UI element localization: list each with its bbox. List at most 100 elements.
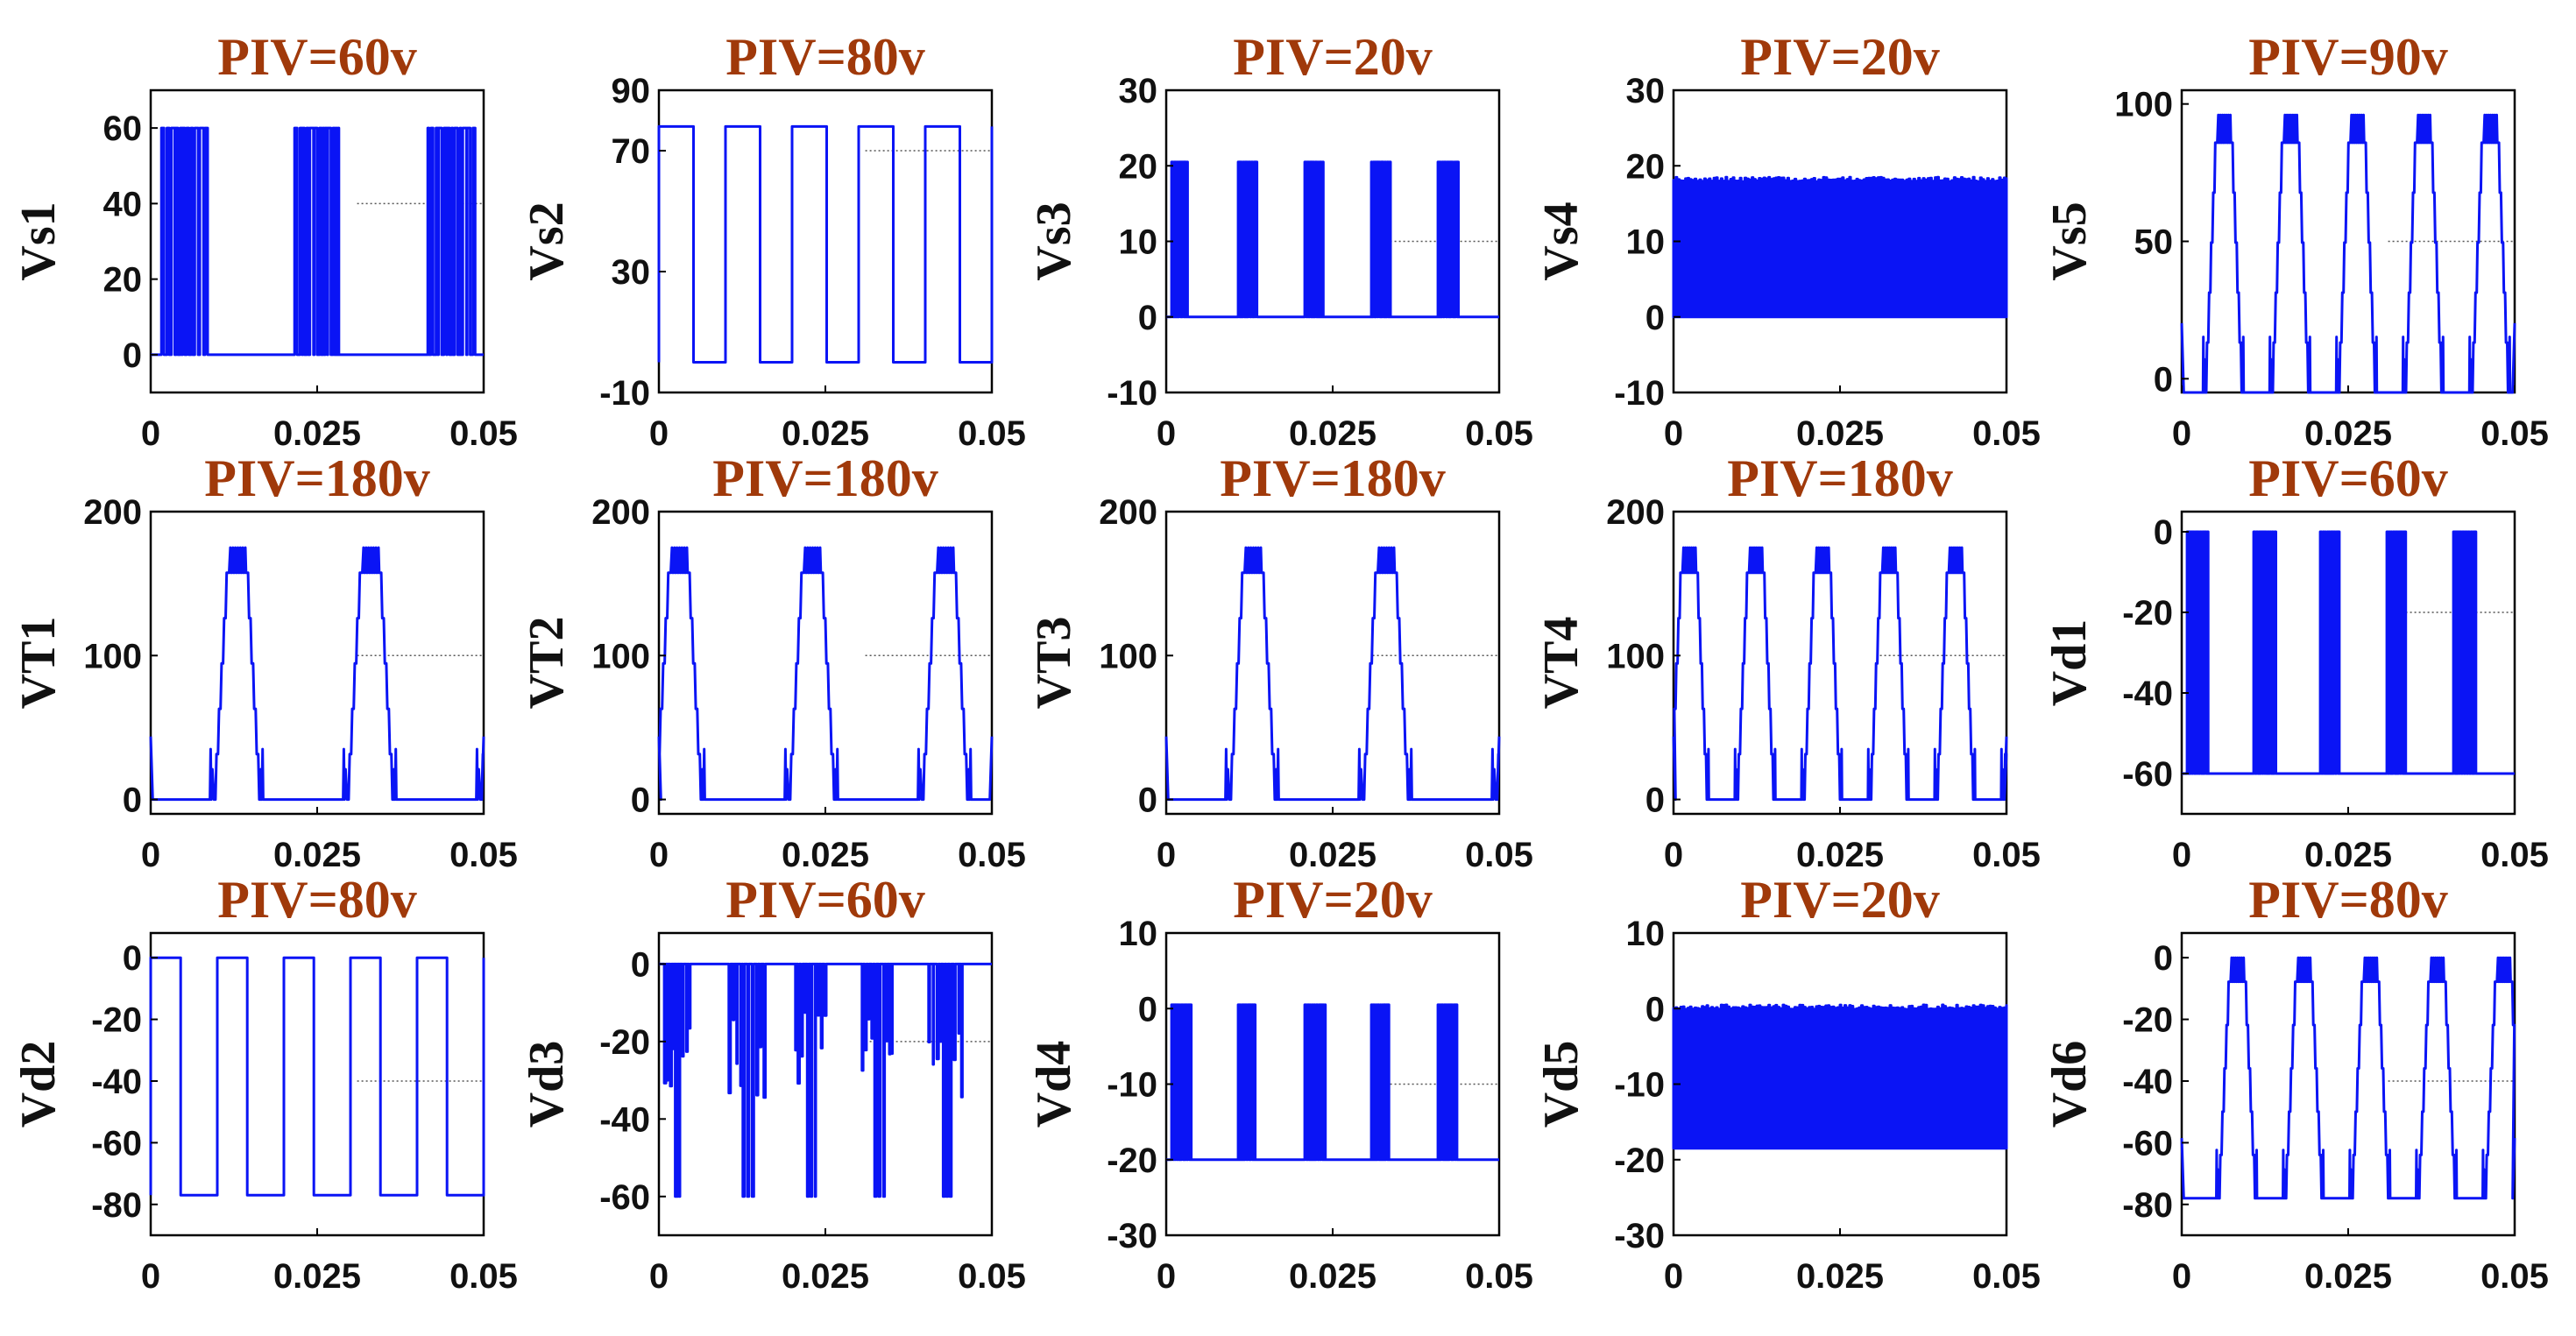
waveform-vt4 (1672, 546, 2008, 802)
x-tick-label: 0.025 (2304, 836, 2392, 874)
subplot-title: PIV=60v (725, 871, 925, 929)
x-tick-label: 0.05 (2480, 1257, 2549, 1296)
waveform-vd3 (659, 962, 992, 1198)
x-tick-label: 0 (1664, 1257, 1683, 1296)
subplot-title: PIV=80v (725, 28, 925, 86)
y-axis-label: VT1 (11, 617, 66, 710)
subplot-title: PIV=180v (712, 449, 938, 507)
y-axis-label: Vd4 (1027, 1041, 1081, 1128)
subplot-vd4: -30 -20 -10 0 10 0 0.025 0.05 PIV=20v Vd4 (1027, 871, 1533, 1296)
y-tick-label: -20 (1614, 1142, 1665, 1180)
subplot-vs2: -10 30 70 90 0 0.025 0.05 PIV=80v Vs2 (520, 28, 1026, 453)
y-tick-label: -10 (1614, 1066, 1665, 1105)
y-tick-label: 100 (591, 637, 650, 675)
subplot-vd1: -60 -40 -20 0 0 0.025 0.05 PIV=60v Vd1 (2042, 449, 2549, 874)
y-axis-label: VT3 (1027, 617, 1081, 710)
y-tick-label: 10 (1626, 223, 1666, 262)
waveform-vt3 (1164, 546, 1501, 802)
y-tick-label: 0 (631, 945, 650, 984)
y-axis-label: Vs3 (1027, 201, 1081, 280)
y-tick-label: -60 (599, 1178, 650, 1217)
y-tick-label: 90 (612, 72, 651, 110)
subplot-title: PIV=20v (1233, 871, 1433, 929)
waveform-vs2 (657, 124, 994, 364)
y-tick-label: 0 (1645, 299, 1665, 337)
y-tick-label: 100 (1606, 637, 1665, 675)
waveform-vs3 (1166, 160, 1499, 319)
y-tick-label: -60 (91, 1124, 142, 1163)
x-tick-label: 0.05 (449, 414, 518, 453)
y-tick-label: 200 (1099, 493, 1157, 532)
y-tick-label: 0 (2154, 360, 2173, 399)
y-tick-label: 0 (1645, 781, 1665, 820)
x-tick-label: 0.05 (958, 836, 1026, 874)
x-tick-label: 0.025 (782, 414, 869, 453)
x-tick-label: 0 (141, 414, 160, 453)
subplot-title: PIV=180v (1220, 449, 1446, 507)
plot-frame (149, 931, 485, 1237)
y-axis-label: Vs4 (1534, 201, 1589, 280)
y-tick-label: 30 (612, 253, 651, 292)
x-tick-label: 0.05 (449, 1257, 518, 1296)
y-axis-label: Vs2 (520, 201, 574, 280)
x-tick-label: 0.025 (1796, 1257, 1884, 1296)
x-tick-label: 0.05 (1972, 414, 2041, 453)
x-tick-label: 0 (2172, 836, 2191, 874)
y-tick-label: 10 (1626, 915, 1666, 953)
y-tick-label: 20 (103, 261, 143, 300)
y-tick-label: 200 (1606, 493, 1665, 532)
waveform-vd2 (149, 956, 485, 1197)
x-tick-label: 0 (141, 1257, 160, 1296)
x-tick-label: 0 (2172, 1257, 2191, 1296)
y-tick-label: -60 (2122, 755, 2173, 794)
x-tick-label: 0.05 (1972, 836, 2041, 874)
subplot-vs1: 0 20 40 60 0 0.025 0.05 PIV=60v Vs1 (11, 28, 518, 453)
y-tick-label: 0 (123, 939, 142, 978)
x-tick-label: 0.05 (1465, 414, 1533, 453)
waveform-vd5 (1672, 1003, 2008, 1150)
x-tick-label: 0 (1157, 836, 1176, 874)
waveform-vd1 (2182, 530, 2515, 775)
x-tick-label: 0 (1664, 414, 1683, 453)
subplot-title: PIV=60v (2248, 449, 2448, 507)
x-tick-label: 0.025 (782, 836, 869, 874)
x-tick-label: 0.025 (2304, 1257, 2392, 1296)
x-tick-label: 0 (649, 836, 669, 874)
y-tick-label: -10 (1614, 374, 1665, 413)
y-tick-label: -80 (2122, 1186, 2173, 1225)
subplot-vt4: 0 100 200 0 0.025 0.05 PIV=180v VT4 (1534, 449, 2041, 874)
subplot-title: PIV=60v (217, 28, 417, 86)
y-axis-label: Vd2 (11, 1041, 66, 1128)
y-axis-label: VT2 (520, 617, 574, 710)
x-tick-label: 0.05 (1465, 836, 1533, 874)
subplot-title: PIV=80v (217, 871, 417, 929)
subplot-vd2: -80 -60 -40 -20 0 0 0.025 0.05 PIV=80v Vd2 (11, 871, 518, 1296)
subplot-vd3: -60 -40 -20 0 0 0.025 0.05 PIV=60v Vd3 (520, 871, 1026, 1296)
x-tick-label: 0.025 (1289, 414, 1376, 453)
y-tick-label: 0 (631, 781, 650, 820)
x-tick-label: 0.05 (1972, 1257, 2041, 1296)
y-tick-label: -40 (2122, 675, 2173, 713)
subplot-vt3: 0 100 200 0 0.025 0.05 PIV=180v VT3 (1027, 449, 1533, 874)
waveform-vd4 (1166, 1003, 1499, 1162)
subplot-title: PIV=180v (1727, 449, 1953, 507)
x-tick-label: 0.025 (1289, 1257, 1376, 1296)
subplot-title: PIV=20v (1740, 871, 1940, 929)
y-tick-label: -40 (599, 1100, 650, 1139)
y-tick-label: 70 (612, 132, 651, 171)
x-tick-label: 0.025 (273, 414, 361, 453)
y-axis-label: Vd3 (520, 1041, 574, 1128)
y-tick-label: -40 (2122, 1063, 2173, 1101)
x-tick-label: 0.05 (2480, 414, 2549, 453)
x-tick-label: 0.05 (1465, 1257, 1533, 1296)
x-tick-label: 0.025 (2304, 414, 2392, 453)
x-tick-label: 0.025 (1796, 836, 1884, 874)
x-tick-label: 0.05 (958, 414, 1026, 453)
y-tick-label: -10 (1107, 1066, 1157, 1105)
y-tick-label: -30 (1614, 1217, 1665, 1255)
y-tick-label: -10 (1107, 374, 1157, 413)
y-tick-label: 10 (1119, 915, 1158, 953)
y-tick-label: -80 (91, 1186, 142, 1225)
